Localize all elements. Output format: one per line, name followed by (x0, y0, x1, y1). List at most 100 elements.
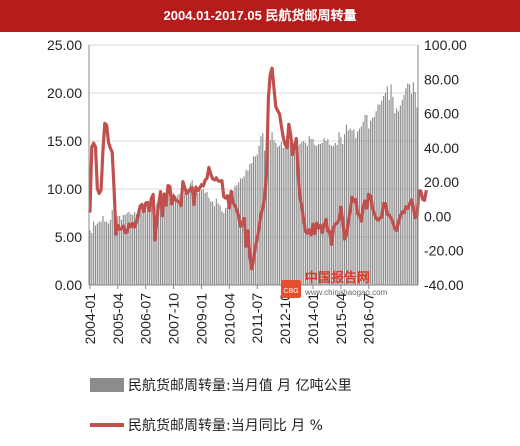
bar-28 (141, 208, 143, 285)
bar-57 (195, 185, 197, 285)
bar-168 (401, 99, 403, 285)
bar-67 (213, 206, 216, 285)
bar-52 (186, 188, 188, 285)
bar-65 (210, 201, 212, 285)
bar-170 (405, 88, 407, 285)
bar-91 (258, 145, 260, 285)
bar-68 (215, 198, 217, 285)
bar-1 (91, 233, 93, 285)
bar-42 (167, 197, 169, 285)
bar-49 (180, 196, 182, 285)
x-tick-label-3: 2007-10 (166, 293, 182, 345)
bar-79 (236, 185, 238, 285)
bar-132 (334, 142, 336, 285)
bar-19 (124, 214, 126, 285)
bar-73 (225, 208, 227, 285)
bar-130 (330, 145, 333, 285)
left-tick-label-1: 5.00 (55, 229, 82, 245)
bar-171 (407, 83, 409, 286)
bar-33 (150, 205, 152, 285)
bar-66 (212, 201, 214, 285)
watermark-logo-icon (281, 280, 301, 298)
left-tick-label-5: 25.00 (47, 37, 82, 53)
bar-75 (228, 201, 230, 285)
bar-63 (206, 191, 208, 285)
bar-101 (277, 146, 279, 285)
bar-8 (104, 221, 106, 285)
bar-15 (117, 215, 119, 285)
bar-157 (381, 100, 383, 286)
x-tick-label-5: 2010-04 (221, 293, 237, 345)
bar-137 (344, 134, 346, 285)
x-tick-label-9: 2015-04 (333, 293, 349, 345)
bar-175 (414, 92, 416, 285)
plot-frame (88, 45, 419, 286)
bar-46 (174, 195, 177, 285)
bar-81 (239, 178, 242, 285)
bar-64 (208, 197, 210, 285)
left-y-axis: 0.00 5.00 10.00 15.00 20.00 25.00 (47, 37, 82, 293)
bar-0 (89, 230, 91, 285)
bar-134 (338, 132, 340, 285)
bar-4 (96, 223, 98, 285)
bar-161 (388, 99, 390, 285)
bar-53 (187, 189, 190, 285)
bar-159 (384, 93, 387, 285)
bar-18 (122, 214, 124, 285)
left-tick-label-0: 0.00 (55, 277, 82, 293)
bar-167 (399, 105, 401, 285)
bar-7 (102, 215, 104, 285)
bar-122 (316, 145, 318, 285)
bar-88 (252, 156, 255, 285)
bar-108 (290, 145, 292, 285)
bar-74 (226, 206, 229, 285)
x-axis: 2004-01 2005-04 2006-07 2007-10 2009-01 2010-… (82, 285, 377, 344)
bar-112 (297, 145, 299, 285)
bar-77 (232, 190, 234, 285)
x-tick-label-4: 2009-01 (193, 293, 209, 345)
bar-45 (173, 192, 175, 285)
bar-54 (189, 183, 191, 285)
bar-173 (410, 93, 413, 286)
bar-131 (332, 145, 334, 285)
x-tick-label-0: 2004-01 (82, 293, 98, 345)
right-y-axis: -40.00 -20.00 0.00 20.00 40.00 60.00 80.00 100.… (424, 37, 467, 293)
bar-174 (412, 82, 414, 285)
bar-142 (353, 129, 355, 285)
bar-105 (284, 147, 286, 285)
bar-150 (368, 128, 370, 285)
bar-95 (265, 142, 268, 285)
bar-41 (165, 200, 167, 285)
bar-30 (145, 206, 147, 285)
bar-14 (115, 229, 117, 285)
bar-127 (325, 141, 327, 285)
bar-25 (135, 213, 137, 285)
bar-38 (159, 203, 162, 285)
bar-17 (120, 219, 123, 285)
bar-72 (223, 213, 225, 285)
bar-89 (254, 156, 256, 285)
right-tick-label-5: 60.00 (424, 106, 459, 122)
bar-2 (93, 221, 95, 285)
x-tick-label-10: 2016-07 (361, 293, 377, 345)
bar-10 (107, 223, 110, 285)
bar-40 (163, 199, 165, 285)
right-tick-label-3: 20.00 (424, 174, 459, 190)
bar-56 (193, 196, 195, 285)
bar-120 (312, 139, 314, 285)
bar-164 (394, 113, 396, 285)
bar-104 (282, 147, 284, 285)
left-tick-label-2: 10.00 (47, 181, 82, 197)
bar-58 (197, 192, 199, 285)
x-tick-label-7: 2012-10 (277, 293, 293, 345)
bar-100 (275, 142, 277, 285)
bar-139 (347, 130, 349, 285)
bar-22 (130, 213, 132, 285)
bar-62 (204, 192, 206, 285)
bar-125 (321, 142, 323, 285)
x-tick-label-1: 2005-04 (110, 293, 126, 345)
bar-162 (390, 84, 392, 285)
bar-37 (158, 201, 160, 285)
chart-title: 2004.01-2017.05 民航货邮周转量 (0, 0, 520, 32)
watermark-logo-text: CBG (283, 288, 298, 295)
